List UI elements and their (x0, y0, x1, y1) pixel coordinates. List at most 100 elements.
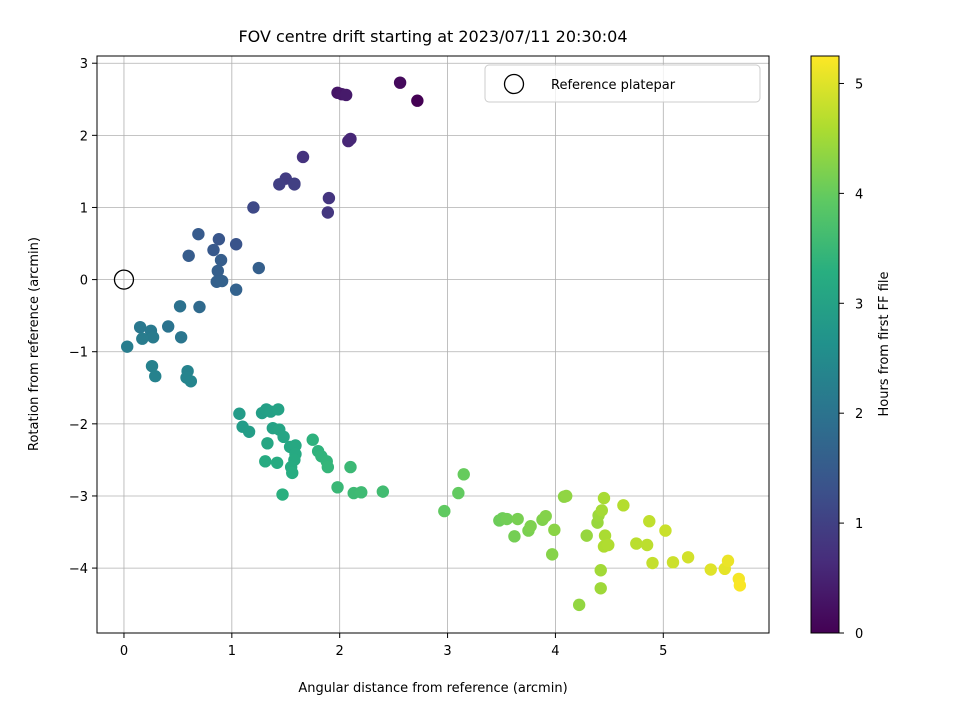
data-point (344, 132, 357, 146)
data-point (272, 403, 285, 416)
data-point (646, 556, 659, 570)
data-point (321, 206, 335, 219)
data-point (247, 201, 260, 214)
colorbar-tick-label: 2 (855, 407, 863, 422)
y-tick-label: 2 (80, 129, 88, 144)
data-point (580, 529, 593, 542)
data-point (133, 320, 147, 334)
legend-entry: Reference platepar (551, 78, 676, 93)
colorbar-ticks: 0 1 2 3 4 5 (839, 77, 863, 642)
data-point (355, 486, 368, 499)
data-point (276, 488, 289, 501)
data-point (344, 460, 357, 474)
data-point (288, 178, 301, 191)
x-axis-ticks: 0 1 2 3 4 5 (120, 633, 667, 659)
data-point (306, 433, 319, 446)
data-point (252, 261, 265, 275)
data-point (184, 375, 198, 388)
y-axis-label: Rotation from reference (arcmin) (27, 237, 42, 451)
y-tick-label: −3 (69, 490, 88, 505)
data-point (273, 178, 286, 191)
data-point (193, 300, 206, 314)
data-point (598, 529, 612, 542)
data-point (548, 523, 561, 537)
data-point (296, 150, 310, 164)
data-point (393, 76, 407, 89)
legend-marker (503, 73, 525, 95)
colorbar-gradient (810, 55, 840, 634)
data-point (617, 499, 630, 512)
y-axis-ticks: −4 −3 −2 −1 0 1 2 3 (69, 57, 97, 577)
x-tick-label: 3 (443, 644, 451, 659)
data-point (594, 582, 607, 595)
data-point (215, 274, 229, 288)
data-point (149, 370, 162, 383)
data-point (524, 520, 537, 533)
data-point (321, 460, 335, 474)
data-point (322, 191, 336, 205)
data-point (457, 468, 470, 481)
y-tick-label: 3 (80, 57, 88, 72)
data-point (121, 340, 134, 353)
data-point (376, 485, 390, 498)
data-point (595, 504, 609, 517)
y-tick-label: −1 (69, 346, 88, 361)
data-point (233, 407, 246, 420)
data-point (594, 564, 607, 577)
data-point (602, 538, 615, 552)
colorbar: 0 1 2 3 4 5 Hours from first FF file (810, 55, 892, 642)
data-point (212, 232, 226, 246)
data-point (411, 94, 424, 107)
x-tick-label: 0 (120, 644, 128, 659)
data-point (174, 331, 188, 344)
x-tick-label: 1 (228, 644, 236, 659)
colorbar-tick-label: 1 (855, 517, 863, 532)
data-point (339, 88, 353, 102)
x-tick-label: 4 (551, 644, 559, 659)
data-point (572, 598, 586, 612)
data-point (214, 253, 228, 267)
data-point (511, 512, 524, 526)
colorbar-tick-label: 0 (855, 627, 863, 642)
data-point (286, 466, 299, 480)
data-point (136, 332, 149, 345)
y-tick-label: 1 (80, 201, 88, 216)
legend: Reference platepar (484, 64, 761, 103)
data-point (331, 481, 344, 494)
chart-title: FOV centre drift starting at 2023/07/11 … (238, 27, 627, 46)
data-point (659, 524, 672, 537)
data-point (242, 425, 256, 438)
data-point (643, 515, 656, 528)
plot-frame (96, 55, 770, 634)
data-point (146, 331, 160, 344)
data-point (640, 538, 654, 552)
data-point (192, 227, 205, 241)
data-point (261, 437, 274, 450)
data-point (211, 264, 225, 278)
y-tick-label: −4 (69, 562, 88, 577)
data-point (500, 512, 514, 526)
data-point (270, 456, 284, 469)
data-point (229, 283, 243, 296)
data-point (666, 556, 680, 569)
data-point (721, 554, 735, 568)
data-point (182, 249, 195, 262)
x-tick-label: 5 (659, 644, 667, 659)
y-tick-label: 0 (80, 274, 88, 289)
x-tick-label: 2 (336, 644, 344, 659)
grid-lines (97, 56, 769, 633)
data-point (145, 359, 159, 373)
x-axis-label: Angular distance from reference (arcmin) (298, 681, 567, 696)
data-point (545, 548, 559, 561)
data-point (229, 238, 243, 251)
colorbar-tick-label: 4 (855, 187, 863, 202)
data-point (438, 504, 451, 518)
data-point (508, 530, 521, 543)
legend-box (484, 64, 761, 103)
data-point (452, 486, 465, 500)
data-point (289, 439, 302, 452)
data-point (597, 491, 611, 505)
data-point (704, 563, 717, 576)
data-point (259, 455, 272, 468)
